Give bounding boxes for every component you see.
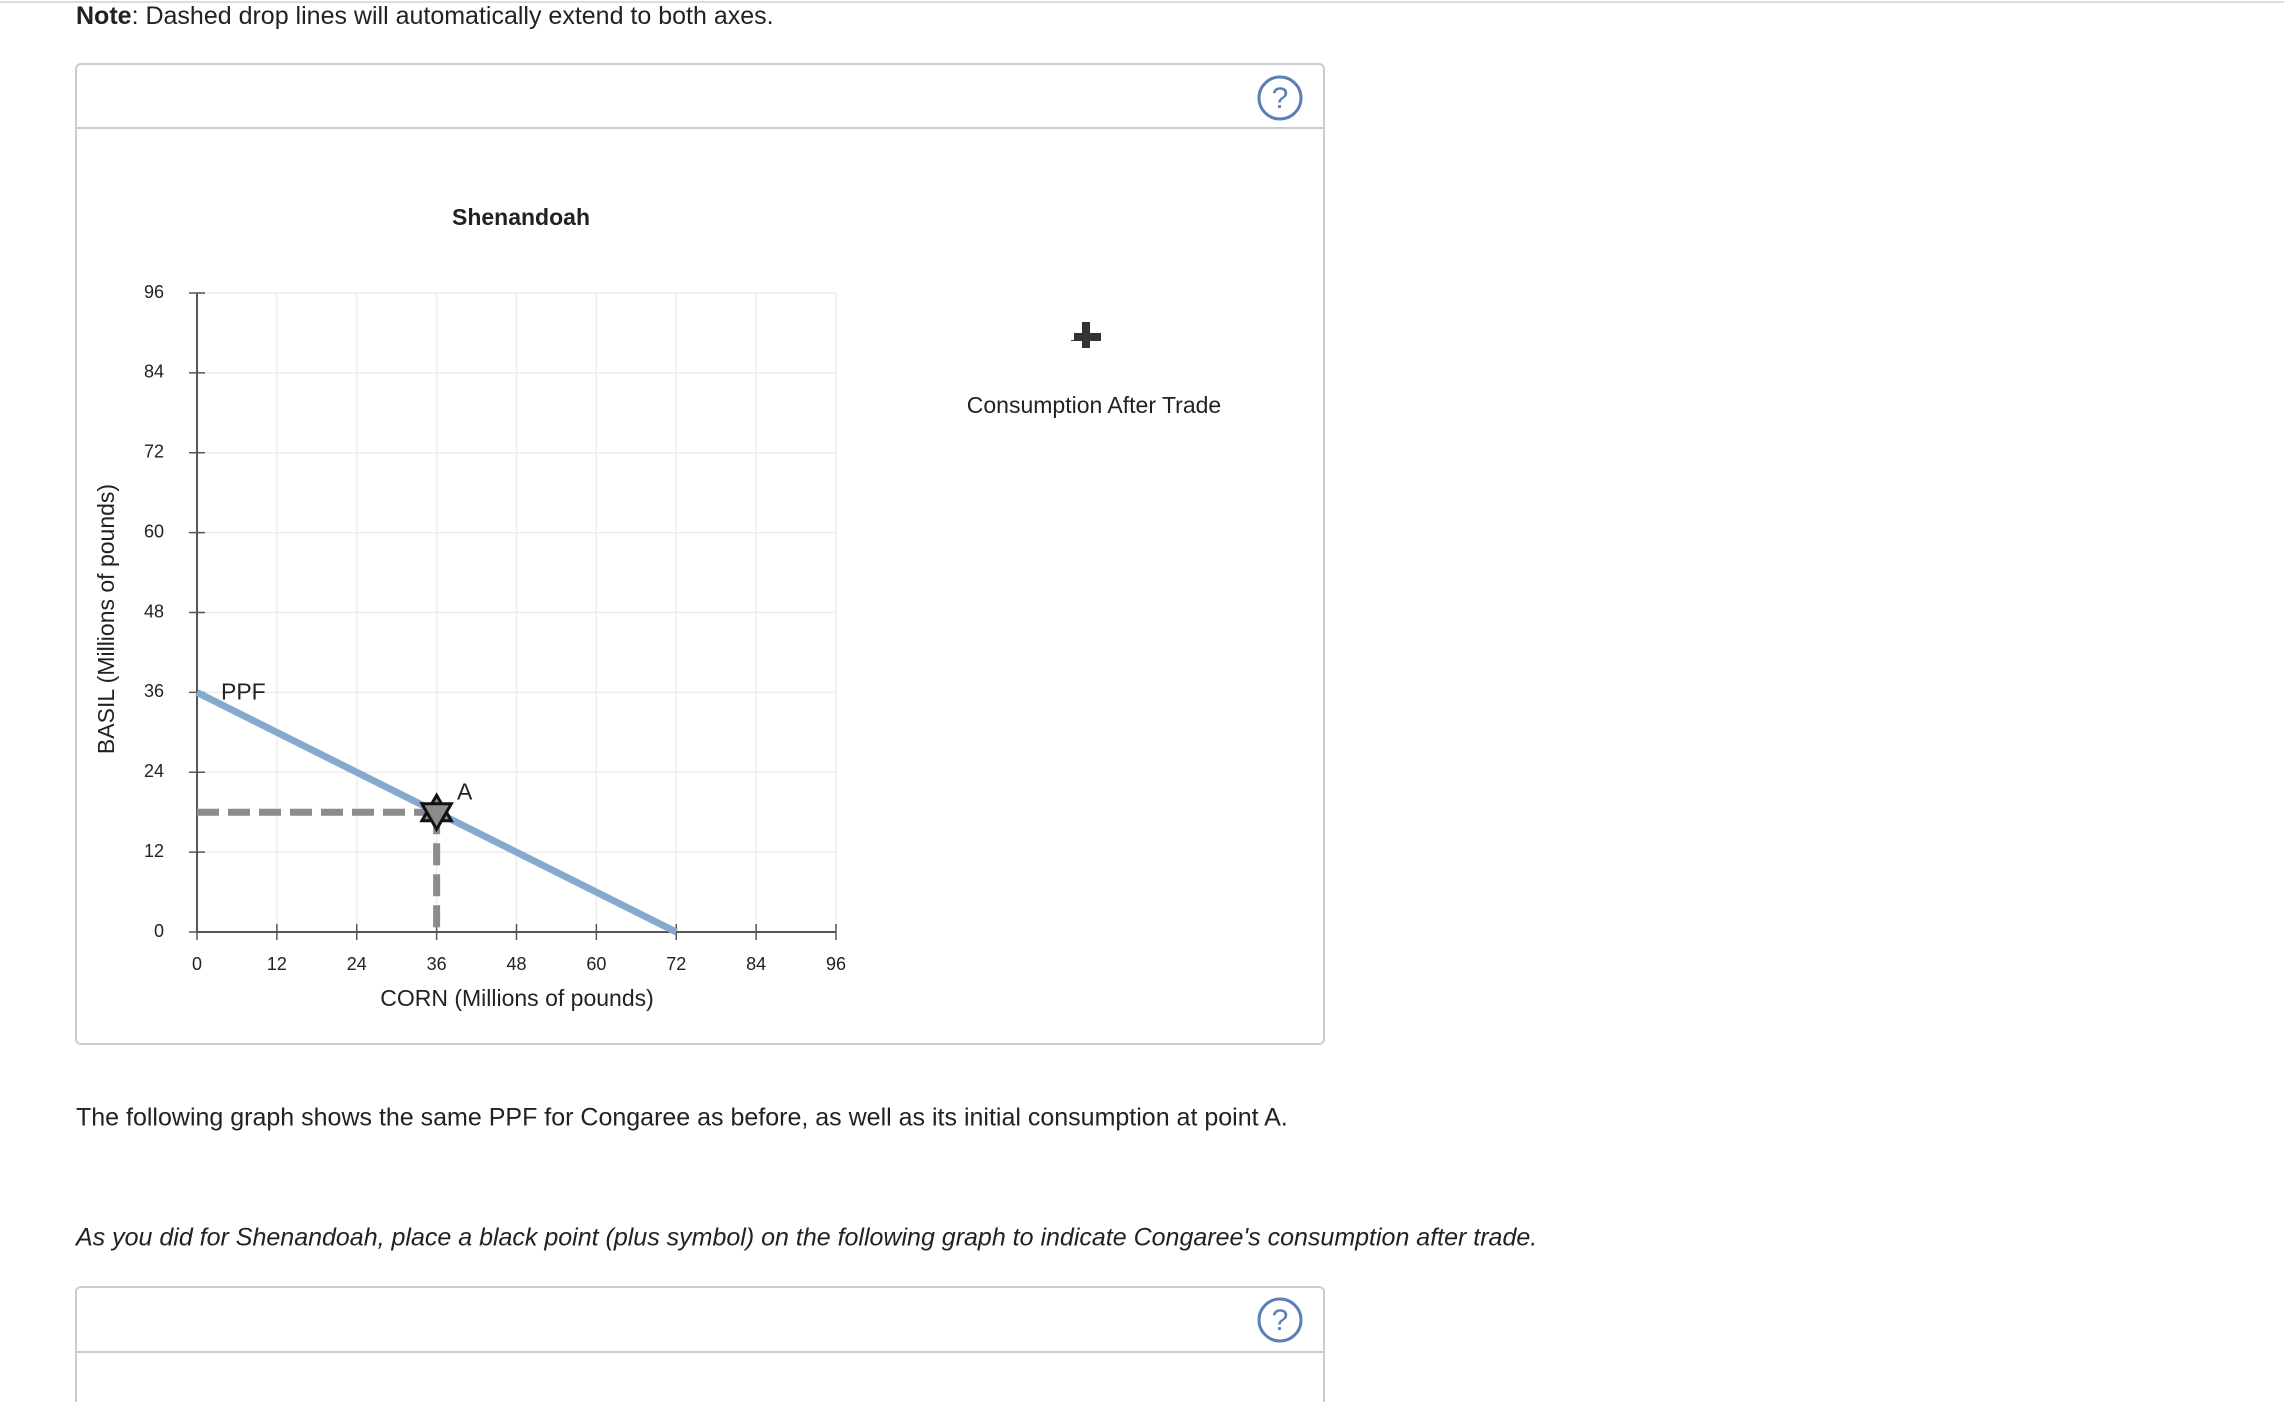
paragraph: The following graph shows the same PPF f… — [76, 1104, 1288, 1132]
note: Note: Dashed drop lines will automatical… — [76, 2, 774, 30]
x-axis-label: CORN (Millions of pounds) — [380, 985, 654, 1011]
tool-label: Consumption After Trade — [967, 392, 1221, 418]
y-tick-label: 72 — [144, 442, 164, 462]
graph-panel-2 — [75, 1286, 1325, 1402]
y-tick-label: 96 — [144, 282, 164, 302]
x-tick-label: 12 — [267, 954, 287, 974]
point-label: A — [457, 778, 473, 804]
help-label: ? — [1272, 1304, 1289, 1337]
x-tick-label: 24 — [347, 954, 367, 974]
plus-tool-gap — [1082, 348, 1090, 356]
x-tick-label: 36 — [427, 954, 447, 974]
y-tick-label: 60 — [144, 521, 164, 541]
graph-panel — [75, 63, 1325, 1045]
y-axis-label: BASIL (Millions of pounds) — [93, 484, 119, 754]
help-button[interactable] — [1257, 75, 1303, 121]
x-tick-label: 0 — [192, 954, 202, 974]
y-tick-label: 36 — [144, 681, 164, 701]
series-label: PPF — [221, 678, 266, 704]
point-marker — [419, 802, 454, 833]
x-tick-label: 60 — [586, 954, 606, 974]
y-tick-label: 24 — [144, 761, 164, 781]
note-text: : Dashed drop lines will automatically e… — [132, 2, 774, 30]
plus-tool[interactable] — [1068, 322, 1101, 356]
help-button[interactable] — [1257, 1297, 1303, 1343]
y-tick-label: 0 — [154, 921, 164, 941]
y-tick-label: 48 — [144, 601, 164, 621]
y-tick-label: 84 — [144, 362, 164, 382]
chart-title: Shenandoah — [452, 204, 590, 230]
y-tick-label: 12 — [144, 841, 164, 861]
x-tick-label: 48 — [506, 954, 526, 974]
plus-tool-h — [1071, 333, 1101, 341]
help-label: ? — [1272, 82, 1289, 115]
x-tick-label: 84 — [746, 954, 766, 974]
instruction: As you did for Shenandoah, place a black… — [74, 1224, 1537, 1252]
note-label: Note — [76, 2, 132, 30]
x-tick-label: 72 — [666, 954, 686, 974]
plus-tool-gap — [1068, 333, 1074, 340]
x-tick-label: 96 — [826, 954, 846, 974]
